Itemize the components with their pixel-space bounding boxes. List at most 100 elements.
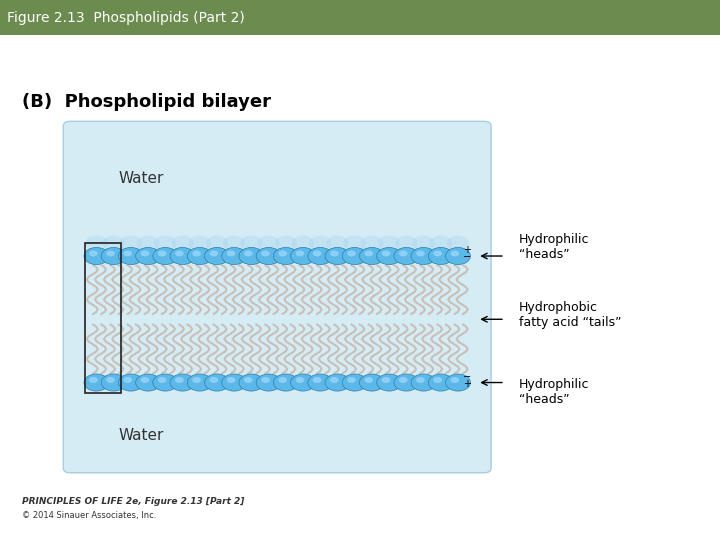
Circle shape (274, 247, 298, 265)
Circle shape (413, 235, 435, 251)
Text: Water: Water (119, 171, 164, 186)
Circle shape (154, 235, 176, 251)
Circle shape (240, 235, 263, 251)
Circle shape (210, 377, 218, 383)
Circle shape (153, 247, 178, 265)
Circle shape (239, 374, 264, 391)
Circle shape (428, 374, 453, 391)
Circle shape (192, 251, 201, 256)
Circle shape (175, 377, 184, 383)
Circle shape (382, 251, 390, 256)
Circle shape (347, 377, 356, 383)
Circle shape (261, 251, 270, 256)
Circle shape (102, 374, 126, 391)
Text: Hydrophilic
“heads”: Hydrophilic “heads” (518, 378, 589, 406)
Circle shape (279, 251, 287, 256)
Circle shape (170, 374, 195, 391)
Circle shape (428, 247, 453, 265)
Circle shape (325, 247, 350, 265)
Circle shape (325, 374, 350, 391)
Circle shape (296, 251, 305, 256)
Circle shape (347, 251, 356, 256)
Circle shape (244, 251, 253, 256)
Circle shape (171, 235, 194, 251)
Circle shape (140, 251, 149, 256)
Circle shape (309, 235, 331, 251)
Circle shape (343, 235, 366, 251)
Circle shape (239, 247, 264, 265)
Circle shape (84, 247, 109, 265)
Circle shape (89, 251, 98, 256)
Circle shape (433, 377, 442, 383)
Circle shape (123, 251, 132, 256)
Circle shape (135, 374, 161, 391)
Circle shape (84, 374, 109, 391)
Circle shape (279, 377, 287, 383)
Circle shape (106, 377, 115, 383)
Circle shape (274, 235, 297, 251)
Circle shape (292, 235, 314, 251)
Circle shape (446, 247, 470, 265)
Circle shape (170, 247, 195, 265)
Circle shape (106, 251, 115, 256)
Circle shape (158, 377, 166, 383)
Circle shape (256, 247, 281, 265)
Circle shape (342, 374, 367, 391)
Circle shape (394, 247, 419, 265)
Circle shape (223, 235, 246, 251)
Circle shape (291, 374, 315, 391)
Circle shape (274, 374, 298, 391)
Circle shape (222, 247, 246, 265)
Circle shape (330, 251, 338, 256)
Circle shape (411, 247, 436, 265)
Circle shape (378, 235, 400, 251)
Circle shape (137, 235, 159, 251)
Circle shape (158, 251, 166, 256)
Circle shape (451, 251, 459, 256)
Circle shape (227, 377, 235, 383)
Circle shape (430, 235, 452, 251)
Circle shape (399, 251, 408, 256)
Circle shape (102, 235, 125, 251)
Circle shape (416, 251, 425, 256)
Circle shape (187, 374, 212, 391)
Circle shape (210, 251, 218, 256)
Circle shape (204, 374, 230, 391)
Circle shape (135, 247, 161, 265)
Text: Hydrophobic
fatty acid “tails”: Hydrophobic fatty acid “tails” (518, 301, 621, 328)
Circle shape (451, 377, 459, 383)
Circle shape (377, 374, 402, 391)
Circle shape (312, 251, 322, 256)
Text: (B)  Phospholipid bilayer: (B) Phospholipid bilayer (22, 93, 271, 111)
Circle shape (395, 235, 418, 251)
Circle shape (140, 377, 149, 383)
FancyBboxPatch shape (63, 122, 491, 472)
Bar (85, 243, 120, 393)
Circle shape (342, 247, 367, 265)
Circle shape (433, 251, 442, 256)
Circle shape (261, 377, 270, 383)
Circle shape (359, 374, 384, 391)
Text: −: − (463, 372, 471, 382)
Circle shape (308, 247, 333, 265)
Circle shape (258, 235, 280, 251)
Circle shape (187, 247, 212, 265)
Circle shape (244, 377, 253, 383)
Circle shape (364, 377, 373, 383)
Circle shape (361, 235, 383, 251)
Circle shape (326, 235, 348, 251)
Text: +: + (463, 246, 471, 255)
Circle shape (120, 235, 142, 251)
Text: PRINCIPLES OF LIFE 2e, Figure 2.13 [Part 2]: PRINCIPLES OF LIFE 2e, Figure 2.13 [Part… (22, 497, 244, 506)
Circle shape (416, 377, 425, 383)
Circle shape (312, 377, 322, 383)
Circle shape (85, 235, 107, 251)
Circle shape (204, 247, 230, 265)
Circle shape (256, 374, 281, 391)
Text: Water: Water (119, 428, 164, 442)
Circle shape (118, 247, 143, 265)
Text: Hydrophilic
“heads”: Hydrophilic “heads” (518, 233, 589, 260)
Circle shape (227, 251, 235, 256)
Circle shape (359, 247, 384, 265)
Circle shape (330, 377, 338, 383)
